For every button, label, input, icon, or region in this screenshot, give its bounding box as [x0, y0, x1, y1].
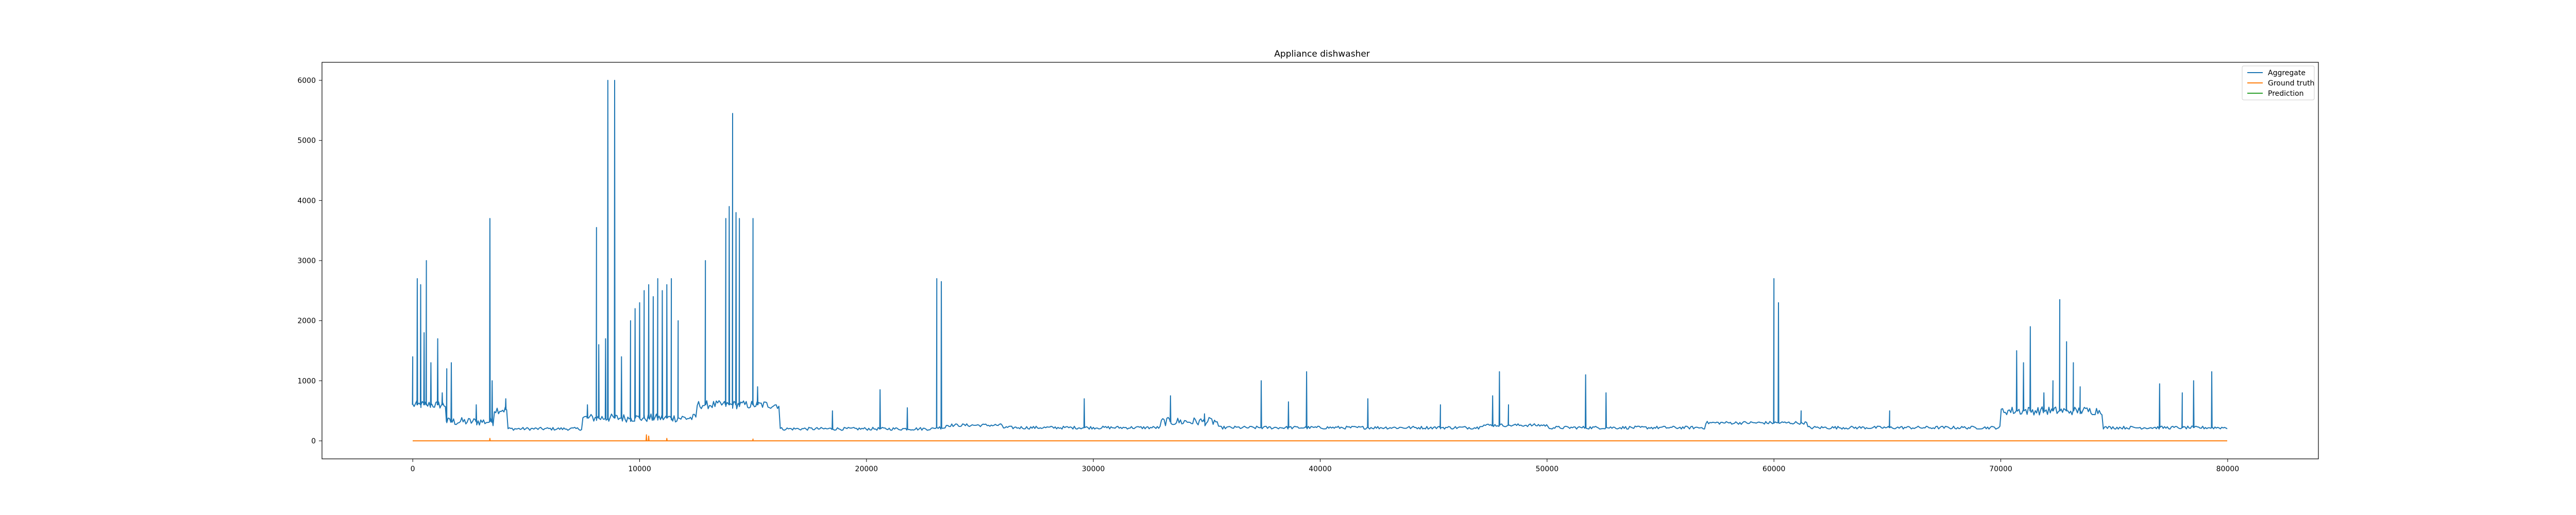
x-tick-label: 60000 — [1762, 465, 1786, 473]
x-tick-label: 20000 — [855, 465, 878, 473]
y-axis: 0 1000 2000 3000 4000 5000 6000 — [297, 77, 322, 445]
x-tick-label: 70000 — [1989, 465, 2012, 473]
x-tick-label: 30000 — [1082, 465, 1105, 473]
legend-label-aggregate: Aggregate — [2268, 69, 2306, 77]
series-layer — [412, 80, 2228, 441]
y-tick-label: 2000 — [297, 317, 316, 325]
y-tick-label: 0 — [311, 437, 316, 445]
x-axis: 0 10000 20000 30000 40000 50000 60000 70000 8000… — [411, 459, 2239, 473]
y-tick-label: 1000 — [297, 377, 316, 385]
legend-label-prediction: Prediction — [2268, 90, 2304, 98]
series-line-ground-truth — [413, 434, 2227, 441]
x-tick-label: 40000 — [1309, 465, 1332, 473]
y-tick-label: 6000 — [297, 77, 316, 85]
y-tick-label: 4000 — [297, 197, 316, 205]
legend-box — [2242, 65, 2315, 100]
y-tick-label: 3000 — [297, 257, 316, 265]
x-tick-label: 50000 — [1536, 465, 1559, 473]
chart-title: Appliance dishwasher — [1274, 49, 1370, 59]
x-tick-label: 0 — [411, 465, 415, 473]
x-tick-label: 80000 — [2216, 465, 2240, 473]
x-tick-label: 10000 — [628, 465, 651, 473]
legend: Aggregate Ground truth Prediction — [2242, 65, 2315, 100]
y-tick-label: 5000 — [297, 137, 316, 145]
series-line-aggregate — [412, 80, 2228, 431]
legend-label-ground-truth: Ground truth — [2268, 79, 2314, 88]
